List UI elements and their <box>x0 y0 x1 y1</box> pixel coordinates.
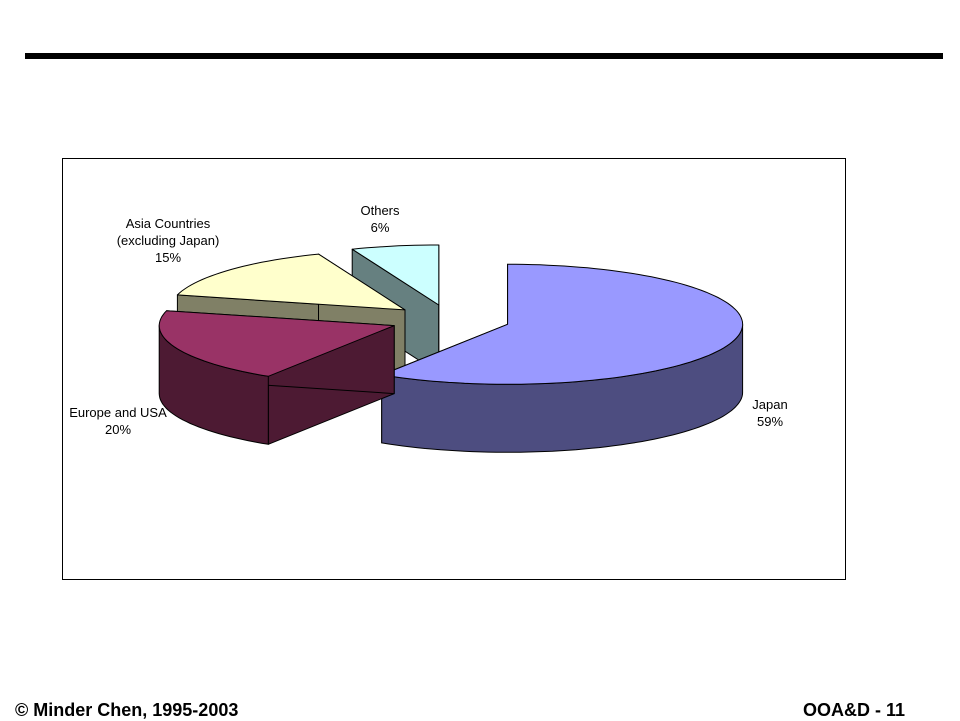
chart-frame <box>62 158 846 580</box>
slice-top <box>381 263 744 385</box>
slice-label: Others 6% <box>315 202 445 236</box>
category-label: Asia Countries (excluding Japan) <box>116 216 220 248</box>
value-label: 20% <box>104 422 132 437</box>
value-label: 15% <box>154 250 182 265</box>
slice-label: Japan 59% <box>705 396 835 430</box>
slice-label: Asia Countries (excluding Japan) 15% <box>103 215 233 266</box>
category-label: Japan <box>752 397 788 412</box>
category-label: Europe and USA <box>69 405 167 420</box>
footer-right: OOA&D - 11 <box>802 700 905 720</box>
footer-left: © Minder Chen, 1995-2003 <box>15 700 239 720</box>
slice-top <box>158 310 395 377</box>
slice-top <box>351 244 440 306</box>
top-rule <box>25 53 943 59</box>
category-label: Others <box>360 203 400 218</box>
slice-top <box>176 253 406 311</box>
value-label: 6% <box>370 220 390 235</box>
slice-label: Europe and USA 20% <box>53 404 183 438</box>
value-label: 59% <box>756 414 784 429</box>
